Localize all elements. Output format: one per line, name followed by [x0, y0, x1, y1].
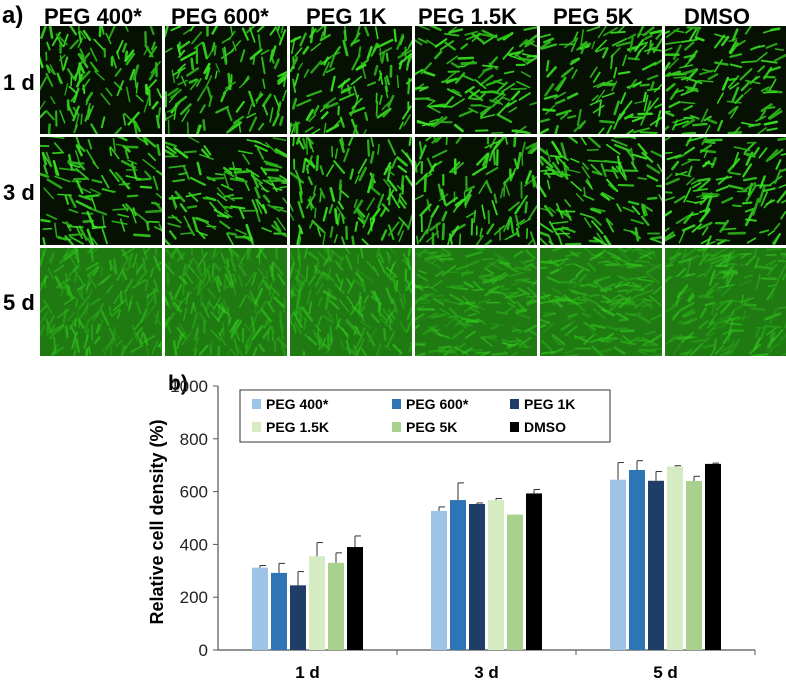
column-label-peg-400: PEG 400* [44, 4, 142, 29]
row-label-3d: 3 d [3, 180, 35, 205]
bar [309, 556, 325, 650]
legend-label: PEG 1.5K [266, 419, 329, 435]
micrograph-tile [290, 26, 412, 134]
bar [629, 469, 645, 650]
legend-swatch [510, 399, 519, 409]
y-tick-label: 200 [180, 588, 208, 607]
y-tick-label: 400 [180, 535, 208, 554]
micrograph-tile [540, 137, 662, 245]
micrograph-tile [40, 248, 162, 356]
bar [347, 547, 363, 650]
bar [450, 500, 466, 650]
micrograph-tile [540, 248, 662, 356]
bar [686, 481, 702, 650]
y-tick-label: 600 [180, 483, 208, 502]
legend-label: PEG 1K [524, 396, 575, 412]
legend-label: PEG 600* [406, 396, 469, 412]
micrograph-tile [415, 137, 537, 245]
micrograph-tile [540, 26, 662, 134]
bar [271, 572, 287, 650]
micrograph-tile [415, 26, 537, 134]
micrograph-tile [415, 248, 537, 356]
bar [526, 493, 542, 650]
row-label-1d: 1 d [3, 70, 35, 95]
panel-a-label: a) [2, 2, 24, 29]
column-label-peg-1k: PEG 1K [306, 4, 387, 29]
x-tick-label: 5 d [653, 663, 678, 682]
bar [705, 463, 721, 650]
micrograph-grid [40, 26, 786, 358]
panel-b-label: b) [168, 372, 188, 395]
legend-swatch [510, 422, 519, 432]
micrograph-tile [40, 137, 162, 245]
bar [488, 500, 504, 650]
micrograph-tile [40, 26, 162, 134]
x-tick-label: 3 d [474, 663, 499, 682]
micrograph-tile [165, 26, 287, 134]
bar [507, 514, 523, 650]
y-tick-label: 0 [199, 641, 208, 660]
legend-label: DMSO [524, 419, 566, 435]
micrograph-tile [290, 137, 412, 245]
bar [648, 480, 664, 650]
legend-swatch [392, 422, 401, 432]
y-axis-title: Relative cell density (%) [147, 419, 167, 624]
row-label-5d: 5 d [3, 290, 35, 315]
legend-box [239, 389, 611, 443]
column-label-dmso: DMSO [684, 4, 750, 29]
bar [252, 567, 268, 650]
legend-label: PEG 400* [266, 396, 329, 412]
micrograph-tile [165, 137, 287, 245]
bar [290, 585, 306, 650]
bar [469, 504, 485, 650]
legend-swatch [392, 399, 401, 409]
y-tick-label: 1000 [170, 377, 208, 396]
bar [610, 479, 626, 650]
bar [431, 510, 447, 650]
bar [667, 466, 683, 650]
micrograph-tile [665, 137, 786, 245]
legend-label: PEG 5K [406, 419, 457, 435]
column-label-peg-1-5k: PEG 1.5K [418, 4, 518, 29]
y-tick-label: 800 [180, 430, 208, 449]
x-tick-label: 1 d [295, 663, 320, 682]
column-label-peg-5k: PEG 5K [553, 4, 634, 29]
legend-swatch [252, 422, 261, 432]
micrograph-tile [665, 248, 786, 356]
column-label-peg-600: PEG 600* [171, 4, 269, 29]
legend-swatch [252, 399, 261, 409]
micrograph-tile [665, 26, 786, 134]
bar [328, 562, 344, 650]
bar-chart: b) 0 200 400 600 800 1000 Relative cell density… [147, 372, 756, 682]
micrograph-tile [165, 248, 287, 356]
micrograph-tile [290, 248, 412, 356]
